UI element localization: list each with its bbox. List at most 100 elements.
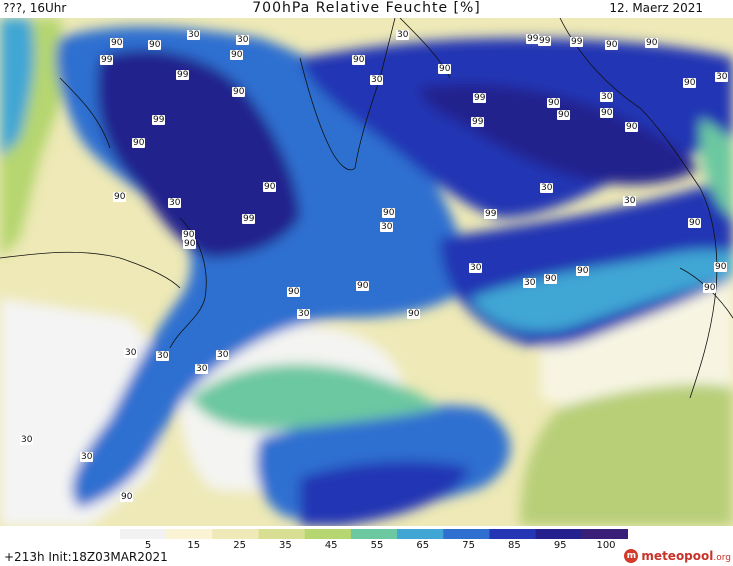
forecast-date: 12. Maerz 2021 xyxy=(609,1,703,15)
contour-label: 99 xyxy=(242,214,256,224)
contour-label: 99 xyxy=(471,117,485,127)
contour-label: 90 xyxy=(557,110,571,120)
contour-label: 90 xyxy=(263,182,277,192)
contour-label: 90 xyxy=(113,192,127,202)
legend-swatch xyxy=(120,529,167,539)
very-moist-core-west xyxy=(97,50,300,259)
legend-swatch xyxy=(443,529,490,539)
chart-title: 700hPa Relative Feuchte [%] xyxy=(252,0,481,16)
contour-label: 30 xyxy=(187,30,201,40)
legend-tick-label: 5 xyxy=(144,540,152,551)
contour-label: 30 xyxy=(715,72,729,82)
contour-label: 90 xyxy=(356,281,370,291)
contour-label: 99 xyxy=(176,70,190,80)
contour-label: 30 xyxy=(623,196,637,206)
legend-swatch xyxy=(350,529,398,539)
green-area-southeast xyxy=(520,384,733,526)
legend-swatch xyxy=(581,529,628,539)
legend-swatch xyxy=(258,529,306,539)
contour-label: 30 xyxy=(80,452,94,462)
header-bar: ???, 16Uhr 700hPa Relative Feuchte [%] 1… xyxy=(0,0,733,18)
contour-label: 90 xyxy=(232,87,246,97)
contour-label: 30 xyxy=(156,351,170,361)
contour-label: 90 xyxy=(287,287,301,297)
contour-label: 30 xyxy=(216,350,230,360)
contour-label: 90 xyxy=(714,262,728,272)
legend-swatch xyxy=(535,529,583,539)
legend-tick-label: 95 xyxy=(553,540,567,551)
forecast-time: ???, 16Uhr xyxy=(3,1,67,15)
legend-tick-label: 45 xyxy=(324,540,338,551)
contour-label: 90 xyxy=(438,64,452,74)
contour-label: 30 xyxy=(195,364,209,374)
contour-label: 30 xyxy=(600,92,614,102)
contour-label: 90 xyxy=(182,230,196,240)
contour-label: 99 xyxy=(570,37,584,47)
contour-label: 90 xyxy=(148,40,162,50)
contour-label: 90 xyxy=(703,283,717,293)
legend-ticks: 5 15 25 35 45 55 65 75 85 95 100 xyxy=(0,540,733,554)
contour-label: 99 xyxy=(538,36,552,46)
legend-tick-label: 100 xyxy=(596,540,616,551)
legend-swatch xyxy=(166,529,213,539)
contour-label: 90 xyxy=(110,38,124,48)
contour-label: 90 xyxy=(352,55,366,65)
legend-swatch xyxy=(489,529,537,539)
contour-label: 90 xyxy=(688,218,702,228)
meteopool-logo[interactable]: m meteopool.org xyxy=(624,549,731,563)
very-moist-core-north xyxy=(420,84,700,185)
contour-label: 99 xyxy=(484,209,498,219)
contour-label: 99 xyxy=(473,93,487,103)
legend-swatch xyxy=(212,529,260,539)
contour-label: 99 xyxy=(100,55,114,65)
contour-label: 90 xyxy=(605,40,619,50)
contour-label: 30 xyxy=(168,198,182,208)
legend-tick-label: 75 xyxy=(462,540,475,551)
contour-label: 90 xyxy=(544,274,558,284)
contour-label: 90 xyxy=(407,309,421,319)
contour-label: 30 xyxy=(370,75,384,85)
contour-label: 99 xyxy=(526,34,540,44)
legend-tick-label: 35 xyxy=(279,540,292,551)
legend-tick-label: 15 xyxy=(187,540,201,551)
transition-band-northeast xyxy=(700,118,733,218)
contour-label: 99 xyxy=(152,115,166,125)
contour-label: 30 xyxy=(396,30,410,40)
contour-label: 90 xyxy=(645,38,659,48)
contour-label: 90 xyxy=(600,108,614,118)
transition-band-east xyxy=(470,249,733,332)
contour-label: 90 xyxy=(382,208,396,218)
moist-core-south xyxy=(300,461,470,526)
contour-label: 30 xyxy=(523,278,537,288)
contour-label: 30 xyxy=(297,309,311,319)
color-legend-bar xyxy=(120,529,628,539)
legend-tick-label: 65 xyxy=(416,540,430,551)
contour-label: 90 xyxy=(132,138,146,148)
contour-label: 90 xyxy=(547,98,561,108)
contour-label: 30 xyxy=(124,348,138,358)
contour-label: 90 xyxy=(183,239,197,249)
contour-label: 90 xyxy=(683,78,697,88)
coastline-canada xyxy=(0,251,181,289)
legend-swatch xyxy=(304,529,352,539)
contour-label: 90 xyxy=(230,50,244,60)
contour-label: 30 xyxy=(540,183,554,193)
coastline-hudson xyxy=(59,77,111,149)
model-run-info: +213h Init:18Z03MAR2021 xyxy=(4,550,168,564)
coastline-siberia xyxy=(559,18,718,399)
contour-label: 90 xyxy=(625,122,639,132)
legend-swatch xyxy=(397,529,444,539)
contour-label: 30 xyxy=(380,222,394,232)
legend-tick-label: 55 xyxy=(370,540,384,551)
contour-label: 90 xyxy=(120,492,134,502)
moist-streak-west xyxy=(0,18,35,158)
logo-wordmark: meteopool.org xyxy=(641,549,731,563)
contour-label: 30 xyxy=(236,35,250,45)
legend-tick-label: 25 xyxy=(233,540,246,551)
contour-label: 30 xyxy=(469,263,483,273)
coastline-greenland xyxy=(299,18,396,171)
contour-label: 30 xyxy=(20,435,34,445)
transition-band-center xyxy=(190,364,440,430)
contour-label: 90 xyxy=(576,266,590,276)
legend-tick-label: 85 xyxy=(508,540,521,551)
